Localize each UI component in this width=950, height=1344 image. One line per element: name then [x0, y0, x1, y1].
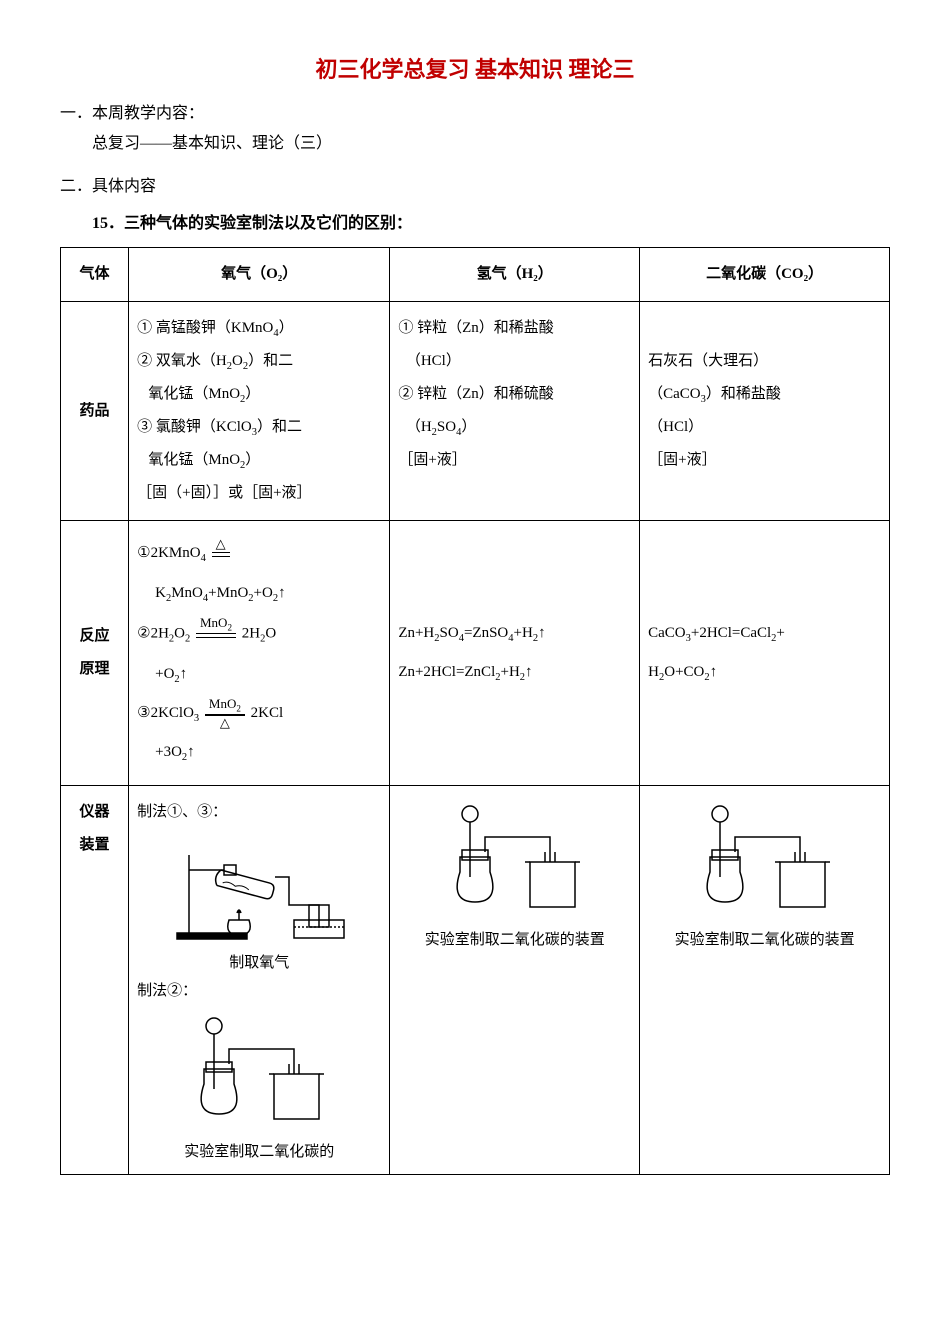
reaction-co2: CaCO3+2HCl=CaCl2+ H2O+CO2↑: [640, 521, 890, 786]
apparatus-h2: 实验室制取二氧化碳的装置: [390, 786, 640, 1175]
row-reaction: 反应原理 ①2KMnO4 △ K2MnO4+MnO2+O2↑ ②2H2O2 Mn…: [61, 521, 890, 786]
hydrogen-apparatus-icon: [430, 802, 600, 922]
apparatus-o2-head1: 制法①、③：: [137, 796, 381, 829]
row-reagent-label: 药品: [61, 301, 129, 520]
header-o2: 氧气（O₂）: [129, 247, 390, 301]
reagent-co2: 石灰石（大理石） （CaCO3）和稀盐酸 （HCl） ［固+液］: [640, 301, 890, 520]
gas-prep-table: 气体 氧气（O₂） 氢气（H₂） 二氧化碳（CO₂） 药品 ① 高锰酸钾（KMn…: [60, 247, 890, 1175]
header-co2: 二氧化碳（CO₂）: [640, 247, 890, 301]
oxygen-flask-apparatus-icon: [174, 1014, 344, 1134]
apparatus-o2: 制法①、③：: [129, 786, 390, 1175]
row-apparatus: 仪器装置 制法①、③：: [61, 786, 890, 1175]
item-15-heading: 15．三种气体的实验室制法以及它们的区别：: [92, 210, 890, 239]
apparatus-h2-cap: 实验室制取二氧化碳的装置: [398, 928, 631, 952]
section-2-heading: 二．具体内容: [60, 173, 890, 202]
reagent-h2: ① 锌粒（Zn）和稀盐酸 （HCl） ② 锌粒（Zn）和稀硫酸 （H2SO4） …: [390, 301, 640, 520]
oxygen-heating-apparatus-icon: [169, 835, 349, 945]
row-reagent: 药品 ① 高锰酸钾（KMnO4） ② 双氧水（H2O2）和二 氧化锰（MnO2）…: [61, 301, 890, 520]
apparatus-o2-cap2: 实验室制取二氧化碳的: [137, 1140, 381, 1164]
section-1-heading: 一．本周教学内容：: [60, 100, 890, 129]
row-apparatus-label: 仪器装置: [61, 786, 129, 1175]
co2-apparatus-icon: [680, 802, 850, 922]
page-title: 初三化学总复习 基本知识 理论三: [60, 50, 890, 90]
header-h2: 氢气（H₂）: [390, 247, 640, 301]
row-reaction-label: 反应原理: [61, 521, 129, 786]
reagent-o2: ① 高锰酸钾（KMnO4） ② 双氧水（H2O2）和二 氧化锰（MnO2） ③ …: [129, 301, 390, 520]
table-header-row: 气体 氧气（O₂） 氢气（H₂） 二氧化碳（CO₂）: [61, 247, 890, 301]
apparatus-o2-head2: 制法②：: [137, 975, 381, 1008]
header-gas: 气体: [61, 247, 129, 301]
section-1-body: 总复习——基本知识、理论（三）: [92, 130, 890, 159]
reaction-h2: Zn+H2SO4=ZnSO4+H2↑ Zn+2HCl=ZnCl2+H2↑: [390, 521, 640, 786]
apparatus-co2: 实验室制取二氧化碳的装置: [640, 786, 890, 1175]
apparatus-o2-cap1: 制取氧气: [137, 951, 381, 975]
reaction-o2: ①2KMnO4 △ K2MnO4+MnO2+O2↑ ②2H2O2 MnO2 2H…: [129, 521, 390, 786]
apparatus-co2-cap: 实验室制取二氧化碳的装置: [648, 928, 881, 952]
